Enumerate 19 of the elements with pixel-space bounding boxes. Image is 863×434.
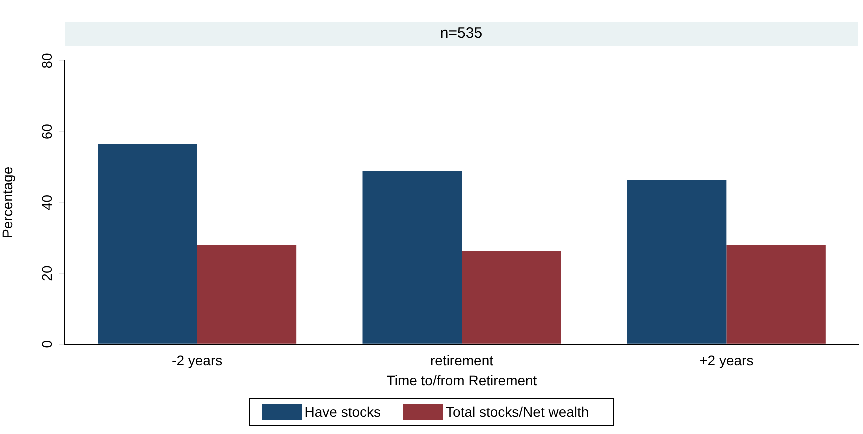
- legend-label: Have stocks: [304, 404, 382, 420]
- y-tick-label: 0: [38, 340, 55, 348]
- x-axis-title: Time to/from Retirement: [386, 372, 538, 388]
- bar: [726, 245, 826, 344]
- x-tick-label: retirement: [430, 352, 494, 369]
- bar: [462, 251, 562, 344]
- bar: [362, 172, 462, 344]
- bar: [627, 180, 727, 344]
- x-tick-label: +2 years: [700, 352, 754, 369]
- legend-label: Total stocks/Net wealth: [446, 404, 590, 420]
- bar: [98, 144, 198, 344]
- chart-title: n=535: [65, 22, 858, 46]
- y-axis-title: Percentage: [0, 166, 16, 239]
- bar: [197, 245, 297, 344]
- y-tick-label: 20: [38, 266, 55, 282]
- y-tick-label: 60: [38, 124, 55, 140]
- y-tick-label: 80: [38, 53, 55, 69]
- x-tick-label: -2 years: [172, 352, 223, 369]
- y-tick-label: 40: [38, 194, 55, 210]
